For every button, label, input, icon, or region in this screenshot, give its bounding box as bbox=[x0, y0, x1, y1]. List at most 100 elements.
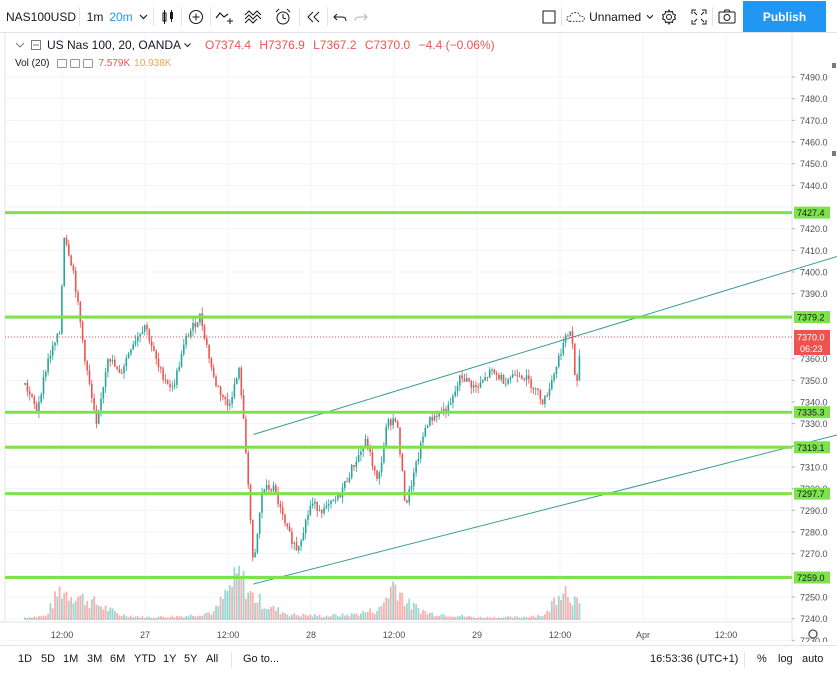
volume-bar bbox=[249, 591, 252, 620]
candle-body bbox=[160, 367, 162, 369]
settings-gear-icon[interactable] bbox=[658, 0, 680, 33]
volume-bar bbox=[495, 618, 498, 620]
candle-body bbox=[302, 532, 305, 541]
range-1y-button[interactable]: 1Y bbox=[163, 653, 177, 665]
candles-style-icon[interactable] bbox=[157, 0, 179, 33]
volume-bar bbox=[486, 616, 489, 620]
goto-button[interactable]: Go to... bbox=[243, 653, 280, 665]
candle-body bbox=[488, 369, 491, 378]
volume-bar bbox=[203, 613, 206, 620]
candle-body bbox=[93, 397, 95, 410]
volume-bar bbox=[429, 612, 431, 620]
chart-area[interactable]: 7490.0 7480.0 7470.0 7460.0 7450.0 7440.0 7420… bbox=[0, 33, 837, 642]
volume-bar bbox=[433, 616, 436, 620]
candle-body bbox=[355, 461, 358, 467]
undo-icon[interactable] bbox=[331, 0, 349, 33]
volume-bar bbox=[263, 608, 266, 620]
volume-bar bbox=[28, 617, 31, 620]
settings-icon[interactable] bbox=[70, 59, 81, 68]
candle-body bbox=[376, 470, 378, 479]
camera-snapshot-icon[interactable] bbox=[716, 0, 738, 33]
volume-bar bbox=[369, 608, 372, 620]
volume-bar bbox=[481, 617, 484, 620]
candle-body bbox=[238, 367, 240, 379]
fullscreen-icon[interactable] bbox=[688, 0, 710, 33]
percent-toggle[interactable]: % bbox=[757, 653, 767, 665]
clock-timezone[interactable]: 16:53:36 (UTC+1) bbox=[650, 653, 739, 665]
eye-icon[interactable] bbox=[57, 59, 68, 68]
templates-icon[interactable] bbox=[242, 0, 266, 33]
candle-body bbox=[201, 313, 204, 326]
candle-body bbox=[465, 378, 468, 382]
range-1m-button[interactable]: 1M bbox=[63, 653, 79, 665]
candle-body bbox=[334, 499, 337, 501]
interval-1m-button[interactable]: 1m bbox=[84, 0, 106, 33]
candle-body bbox=[118, 369, 121, 373]
range-ytd-button[interactable]: YTD bbox=[134, 653, 156, 665]
candle-body bbox=[127, 353, 130, 358]
fullscreen-checkbox-icon[interactable] bbox=[539, 0, 559, 33]
collapse-legend-icon[interactable] bbox=[15, 40, 25, 50]
volume-bar bbox=[571, 605, 574, 620]
candle-body bbox=[431, 416, 434, 421]
close-icon[interactable] bbox=[83, 59, 94, 68]
interval-20m-button[interactable]: 20m bbox=[108, 0, 134, 33]
candle-body bbox=[325, 505, 328, 508]
eye-icon[interactable] bbox=[31, 40, 41, 50]
candle-body bbox=[132, 344, 135, 350]
range-3m-button[interactable]: 3M bbox=[87, 653, 103, 665]
volume-bar bbox=[132, 617, 135, 620]
volume-label[interactable]: Vol (20) bbox=[15, 58, 50, 69]
range-all-button[interactable]: All bbox=[206, 653, 219, 665]
level-price-tag bbox=[794, 571, 830, 584]
candle-body bbox=[468, 378, 470, 382]
range-6m-button[interactable]: 6M bbox=[110, 653, 126, 665]
volume-bar bbox=[26, 618, 29, 620]
indicators-icon[interactable] bbox=[213, 0, 237, 33]
candle-body bbox=[383, 445, 385, 463]
candle-body bbox=[314, 501, 316, 504]
axis-settings-gear-icon[interactable] bbox=[808, 629, 818, 639]
volume-bar bbox=[569, 602, 572, 620]
price-chart[interactable]: 7490.0 7480.0 7470.0 7460.0 7450.0 7440.0 7420… bbox=[0, 33, 837, 642]
volume-bar bbox=[348, 616, 351, 620]
replay-icon[interactable] bbox=[302, 0, 324, 33]
volume-bar bbox=[93, 596, 96, 620]
interval-dropdown-chevron-icon[interactable] bbox=[136, 0, 150, 33]
candle-body bbox=[459, 375, 461, 386]
volume-bar bbox=[148, 616, 151, 620]
legend-title[interactable]: US Nas 100, 20, OANDA bbox=[47, 38, 182, 52]
range-1d-button[interactable]: 1D bbox=[18, 653, 33, 665]
candle-body bbox=[530, 379, 532, 388]
volume-bar bbox=[201, 616, 204, 620]
candle-body bbox=[249, 484, 252, 520]
time-tick-label: 12:00 bbox=[217, 630, 240, 640]
alert-clock-icon[interactable] bbox=[271, 0, 295, 33]
bottom-divider bbox=[231, 652, 232, 668]
volume-bar bbox=[281, 612, 284, 620]
volume-bar bbox=[562, 593, 565, 620]
volume-bar bbox=[97, 605, 100, 620]
volume-bar bbox=[337, 616, 339, 620]
candle-body bbox=[47, 358, 49, 372]
volume-bar bbox=[309, 614, 312, 620]
level-price-label: 7427.4 bbox=[797, 208, 825, 218]
candle-body bbox=[528, 375, 530, 380]
publish-button[interactable]: Publish bbox=[743, 1, 826, 32]
candle-body bbox=[392, 418, 394, 426]
volume-bar bbox=[504, 616, 507, 620]
redo-icon[interactable] bbox=[352, 0, 370, 33]
range-5y-button[interactable]: 5Y bbox=[184, 653, 198, 665]
volume-bar bbox=[233, 567, 236, 620]
candle-body bbox=[371, 451, 374, 467]
symbol-search-button[interactable]: NAS100USD bbox=[6, 0, 76, 33]
candle-body bbox=[157, 358, 160, 368]
auto-toggle[interactable]: auto bbox=[802, 653, 824, 665]
range-5d-button[interactable]: 5D bbox=[41, 653, 56, 665]
volume-bar bbox=[406, 603, 408, 620]
candle-body bbox=[495, 373, 498, 375]
add-compare-icon[interactable] bbox=[185, 0, 207, 33]
log-toggle[interactable]: log bbox=[778, 653, 793, 665]
layout-name-button[interactable]: Unnamed bbox=[566, 0, 654, 33]
trend-channel-line bbox=[253, 434, 837, 585]
